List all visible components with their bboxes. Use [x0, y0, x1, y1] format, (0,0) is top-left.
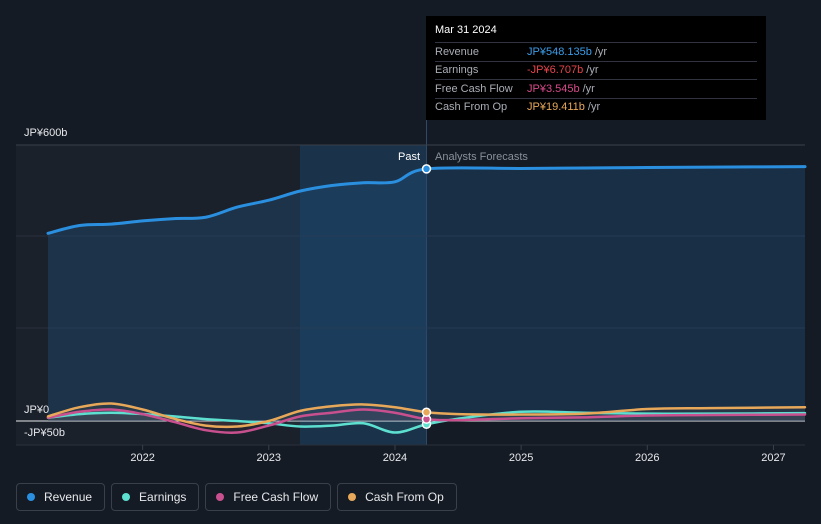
tooltip-label: Revenue: [435, 45, 480, 58]
x-tick-label: 2025: [509, 452, 533, 464]
legend-item-free-cash-flow[interactable]: Free Cash Flow: [205, 483, 332, 511]
tooltip: Mar 31 2024 Revenue JP¥548.135b /yr Earn…: [426, 16, 766, 120]
tooltip-value: JP¥19.411b: [527, 101, 585, 114]
legend-label: Free Cash Flow: [233, 490, 319, 504]
revenue-line: [46, 165, 807, 235]
highlight-region: [300, 145, 427, 445]
legend-dot-icon: [27, 493, 35, 501]
legend-item-earnings[interactable]: Earnings: [111, 483, 200, 511]
tooltip-row-earnings: Earnings -JP¥6.707b /yr: [435, 60, 757, 80]
tooltip-value: JP¥3.545b: [527, 82, 580, 95]
legend-dot-icon: [348, 493, 357, 501]
y-label-neg: -JP¥50b: [24, 427, 65, 439]
cash-from-op-line: [46, 402, 807, 429]
legend-item-revenue[interactable]: Revenue: [16, 483, 106, 511]
x-tick-label: 2026: [635, 452, 659, 464]
revenue-area: [48, 166, 805, 421]
tooltip-date: Mar 31 2024: [435, 24, 497, 36]
revenue-marker: [421, 164, 432, 174]
past-label: Past: [398, 151, 420, 163]
tooltip-row-cfo: Cash From Op JP¥19.411b /yr: [435, 97, 757, 117]
legend-label: Earnings: [139, 490, 187, 504]
tooltip-unit: /yr: [594, 45, 608, 58]
cash-from-op-marker: [421, 407, 432, 418]
legend-dot-icon: [216, 493, 225, 501]
legend-label: Revenue: [44, 490, 93, 504]
x-tick-label: 2027: [761, 452, 785, 464]
forecast-label: Analysts Forecasts: [435, 151, 528, 163]
tooltip-unit: /yr: [586, 64, 599, 77]
x-tick-label: 2024: [383, 452, 407, 464]
legend-item-cash-from-op[interactable]: Cash From Op: [337, 483, 457, 511]
tooltip-row-revenue: Revenue JP¥548.135b /yr: [435, 42, 757, 61]
tooltip-label: Free Cash Flow: [435, 82, 513, 95]
x-tick-label: 2022: [130, 452, 154, 464]
x-tick-label: 2023: [257, 452, 281, 464]
y-label-zero: JP¥0: [24, 404, 49, 416]
free-cash-flow-line: [46, 408, 807, 434]
legend-label: Cash From Op: [365, 490, 444, 504]
tooltip-value: JP¥548.135b: [527, 45, 592, 58]
tooltip-unit: /yr: [587, 101, 601, 114]
y-label-top: JP¥600b: [24, 127, 67, 139]
tooltip-value: -JP¥6.707b: [527, 64, 584, 77]
legend: Revenue Earnings Free Cash Flow Cash Fro…: [16, 483, 457, 511]
tooltip-row-fcf: Free Cash Flow JP¥3.545b /yr: [435, 79, 757, 98]
tooltip-unit: /yr: [582, 82, 595, 95]
legend-dot-icon: [122, 493, 131, 501]
tooltip-label: Cash From Op: [435, 101, 508, 114]
tooltip-label: Earnings: [435, 64, 479, 77]
